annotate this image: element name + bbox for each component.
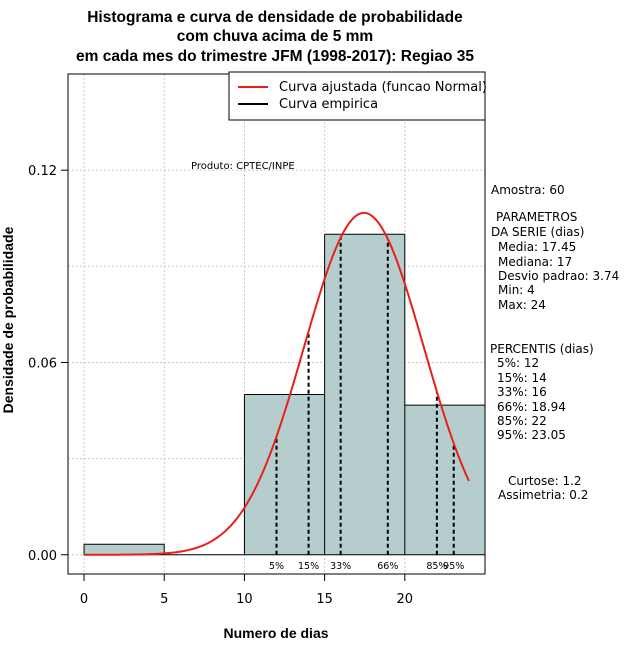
chart-title-line-2: com chuva acima de 5 mm bbox=[177, 28, 373, 45]
stat-p85: 85%: 22 bbox=[497, 414, 547, 428]
legend-label-empirical: Curva empirica bbox=[279, 97, 378, 112]
stat-p5: 5%: 12 bbox=[497, 356, 539, 370]
histogram-bar bbox=[244, 395, 324, 555]
product-label: Produto: CPTEC/INPE bbox=[191, 161, 295, 172]
x-tick-label: 15 bbox=[316, 592, 333, 607]
percentile-label: 5% bbox=[269, 561, 284, 572]
percentile-label: 66% bbox=[377, 561, 398, 572]
x-tick-label: 10 bbox=[236, 592, 253, 607]
stat-min: Min: 4 bbox=[498, 283, 535, 297]
legend-label-normal: Curva ajustada (funcao Normal) bbox=[279, 80, 487, 95]
y-tick-label: 0.00 bbox=[28, 549, 57, 564]
x-axis-title: Numero de dias bbox=[223, 625, 328, 641]
histogram-bar bbox=[405, 405, 485, 555]
percentile-label: 33% bbox=[330, 561, 351, 572]
stat-p95: 95%: 23.05 bbox=[497, 428, 566, 442]
histogram-bar bbox=[325, 234, 405, 555]
x-tick-label: 20 bbox=[397, 592, 414, 607]
stat-curtose: Curtose: 1.2 bbox=[508, 474, 582, 488]
stat-p33: 33%: 16 bbox=[497, 385, 547, 399]
stat-mediana: Mediana: 17 bbox=[498, 255, 572, 269]
stat-params-title-1: PARAMETROS bbox=[496, 210, 577, 224]
x-tick-label: 0 bbox=[80, 592, 88, 607]
legend: Curva ajustada (funcao Normal) Curva emp… bbox=[229, 72, 487, 120]
stat-assimetria: Assimetria: 0.2 bbox=[498, 488, 588, 502]
stat-sample: Amostra: 60 bbox=[491, 183, 565, 197]
chart-title-line-3: em cada mes do trimestre JFM (1998-2017)… bbox=[76, 48, 474, 65]
histogram-chart: Histograma e curva de densidade de proba… bbox=[0, 0, 640, 660]
stat-p15: 15%: 14 bbox=[497, 371, 547, 385]
x-tick-label: 5 bbox=[160, 592, 168, 607]
stat-params-title-2: DA SERIE (dias) bbox=[491, 225, 584, 239]
stat-desvio: Desvio padrao: 3.74 bbox=[498, 269, 619, 283]
y-tick-label: 0.06 bbox=[28, 356, 57, 371]
stat-p66: 66%: 18.94 bbox=[497, 400, 566, 414]
y-axis-title: Densidade de probabilidade bbox=[0, 226, 16, 413]
stat-percentis-title: PERCENTIS (dias) bbox=[490, 342, 594, 356]
y-tick-label: 0.12 bbox=[28, 164, 57, 179]
chart-title-line-1: Histograma e curva de densidade de proba… bbox=[87, 9, 463, 26]
percentile-label: 15% bbox=[298, 561, 319, 572]
stat-media: Media: 17.45 bbox=[498, 240, 576, 254]
percentile-label: 95% bbox=[443, 561, 464, 572]
stat-max: Max: 24 bbox=[498, 298, 546, 312]
